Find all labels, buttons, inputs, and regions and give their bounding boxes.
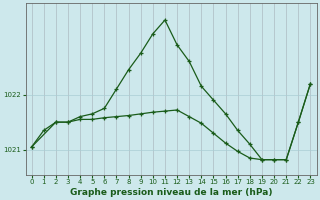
X-axis label: Graphe pression niveau de la mer (hPa): Graphe pression niveau de la mer (hPa) bbox=[70, 188, 272, 197]
